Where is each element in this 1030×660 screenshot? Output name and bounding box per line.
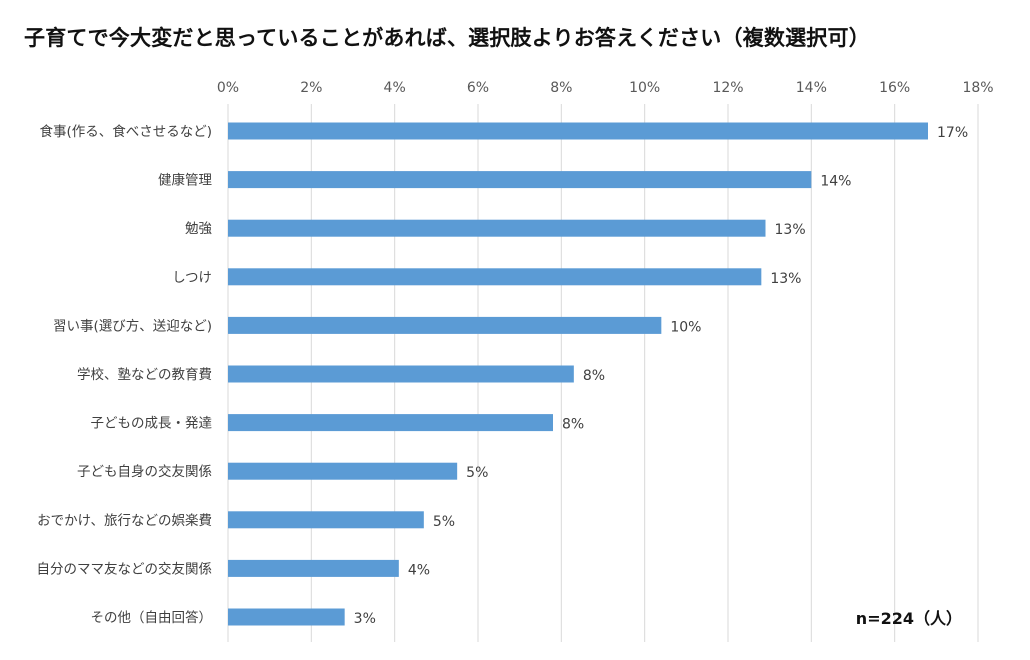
data-label: 14%: [820, 174, 851, 190]
bar: [228, 171, 812, 189]
data-label: 13%: [775, 222, 806, 238]
x-tick-label: 6%: [467, 80, 489, 96]
category-label: 健康管理: [158, 172, 212, 189]
x-tick-label: 0%: [217, 80, 239, 96]
category-label: その他（自由回答）: [91, 609, 213, 626]
bar: [228, 268, 762, 286]
chart-title: 子育てで今大変だと思っていることがあれば、選択肢よりお答えください（複数選択可）: [24, 26, 870, 50]
category-label: 学校、塾などの教育費: [77, 366, 212, 383]
bar: [228, 414, 553, 432]
bars: [228, 122, 928, 626]
bar: [228, 316, 662, 334]
category-label: 食事(作る、食べさせるなど): [39, 123, 212, 140]
x-tick-label: 16%: [879, 80, 910, 96]
category-label: 子どもの成長・発達: [91, 416, 213, 432]
x-tick-label: 8%: [550, 80, 572, 96]
data-label: 17%: [937, 125, 968, 141]
data-label: 5%: [466, 465, 488, 481]
x-tick-label: 4%: [384, 80, 406, 96]
data-label: 8%: [562, 417, 584, 433]
x-axis-ticks: 0% 2% 4% 6% 8% 10% 12% 14% 16% 18%: [217, 80, 994, 96]
bar: [228, 559, 399, 577]
category-label: 習い事(選び方、送迎など): [53, 318, 212, 334]
bar: [228, 122, 928, 140]
sample-size-note: n=224（人）: [856, 609, 962, 628]
x-tick-label: 2%: [300, 80, 322, 96]
data-label: 13%: [770, 271, 801, 287]
bar: [228, 608, 345, 626]
data-label: 10%: [670, 319, 701, 335]
data-label: 8%: [583, 368, 605, 384]
category-label: しつけ: [172, 270, 212, 286]
bar: [228, 462, 458, 480]
data-label: 4%: [408, 562, 430, 578]
category-label: 勉強: [185, 221, 212, 237]
bar: [228, 365, 574, 383]
category-label: 子ども自身の交友関係: [77, 463, 212, 480]
bar: [228, 511, 424, 529]
category-label: 自分のママ友などの交友関係: [37, 560, 213, 577]
x-tick-label: 12%: [712, 80, 743, 96]
data-labels: 17% 14% 13% 13% 10% 8% 8% 5% 5% 4% 3%: [354, 125, 968, 627]
x-tick-label: 10%: [629, 80, 660, 96]
data-label: 3%: [354, 611, 376, 627]
x-tick-label: 14%: [796, 80, 827, 96]
bar: [228, 219, 766, 237]
x-tick-label: 18%: [962, 80, 993, 96]
data-label: 5%: [433, 514, 455, 530]
category-label: おでかけ、旅行などの娯楽費: [37, 513, 212, 529]
